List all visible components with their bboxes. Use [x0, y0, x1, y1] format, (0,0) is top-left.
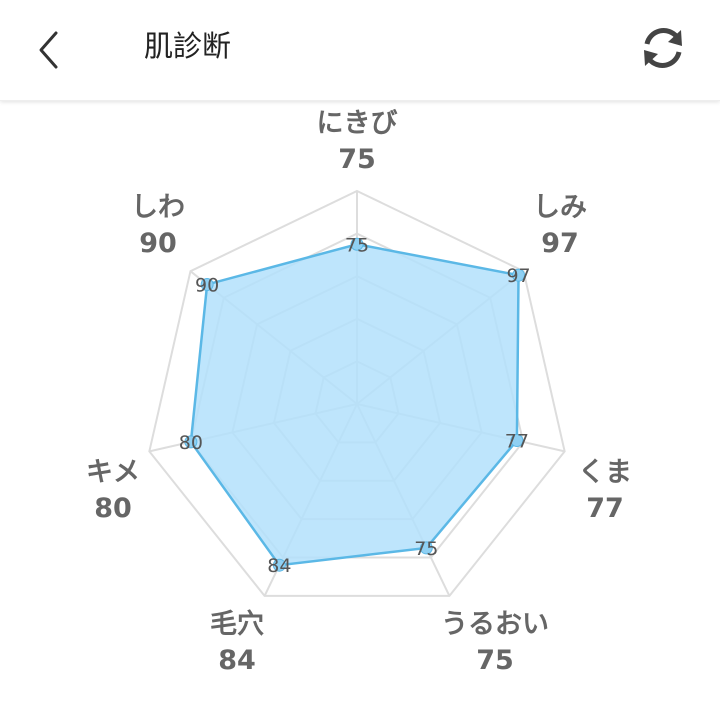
axis-label: キメ 80 [86, 455, 140, 527]
app-header: 肌診断 [0, 0, 720, 101]
axis-name: 毛穴 [210, 609, 264, 640]
data-label: 80 [179, 432, 203, 454]
axis-name: うるおい [441, 609, 549, 640]
axis-value: 90 [139, 228, 177, 259]
axis-name: くま [578, 457, 632, 488]
data-point [510, 433, 524, 447]
axis-label: しわ 90 [131, 190, 185, 262]
axis-name: しみ [533, 192, 587, 223]
axis-label: 毛穴 84 [210, 607, 264, 679]
back-button[interactable] [30, 25, 70, 75]
data-point [512, 268, 526, 282]
data-point [419, 541, 433, 555]
axis-label: しみ 97 [533, 190, 587, 262]
refresh-button[interactable] [635, 20, 691, 76]
axis-value: 80 [94, 493, 132, 524]
chevron-left-icon [39, 31, 58, 69]
axis-label: にきび 75 [317, 106, 398, 178]
axis-name: キメ [86, 457, 140, 488]
data-point [200, 277, 214, 291]
axis-value: 77 [586, 493, 624, 524]
data-label: 75 [345, 234, 369, 256]
data-label: 97 [506, 265, 530, 287]
axis-name: しわ [131, 192, 185, 223]
axis-value: 84 [218, 645, 256, 676]
axis-value: 75 [338, 144, 376, 175]
data-area [189, 242, 520, 567]
axis-name: にきび [316, 108, 398, 139]
axis-label: うるおい 75 [441, 607, 549, 679]
data-point [272, 558, 286, 572]
data-label: 75 [414, 538, 438, 560]
axis-value: 75 [476, 645, 514, 676]
data-label: 77 [505, 430, 529, 452]
axis-value: 97 [541, 228, 579, 259]
data-label: 84 [267, 555, 291, 577]
grid-ring [148, 189, 566, 597]
page-title: 肌診断 [144, 29, 232, 63]
axis-label: くま 77 [578, 455, 632, 527]
data-label: 90 [195, 274, 219, 296]
data-point [350, 237, 364, 251]
refresh-icon [644, 28, 682, 68]
data-point [184, 435, 198, 449]
